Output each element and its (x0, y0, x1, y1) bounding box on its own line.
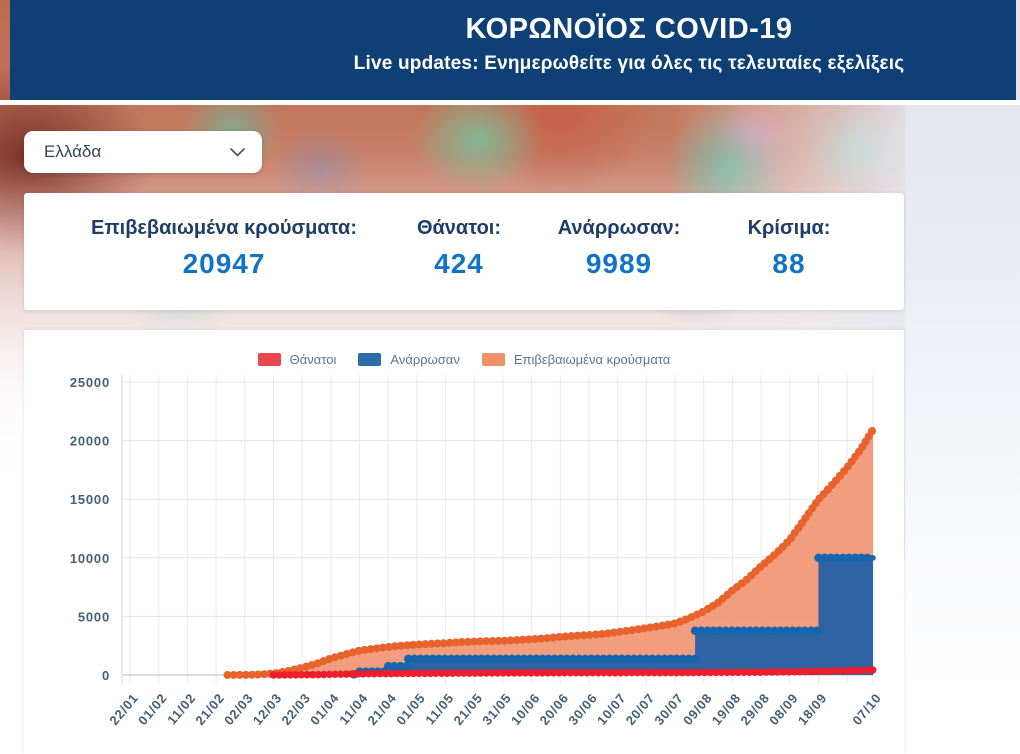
legend-item-recovered[interactable]: Ανάρρωσαν (358, 352, 460, 367)
svg-text:21/04: 21/04 (365, 690, 400, 728)
svg-text:0: 0 (102, 668, 110, 683)
svg-text:20/07: 20/07 (623, 690, 658, 728)
svg-text:30/07: 30/07 (651, 690, 686, 728)
svg-text:01/04: 01/04 (307, 690, 342, 728)
svg-text:11/04: 11/04 (336, 690, 371, 727)
stat-confirmed: Επιβεβαιωμένα κρούσματα: 20947 (64, 217, 384, 310)
stat-confirmed-label: Επιβεβαιωμένα κρούσματα: (90, 217, 357, 239)
svg-text:5000: 5000 (78, 609, 110, 624)
svg-text:20/06: 20/06 (537, 690, 572, 728)
cases-chart: 0 5000 10000 15000 20000 25000 22/01 01/02 11/02… (24, 330, 904, 754)
stat-recovered-value: 9989 (585, 248, 653, 279)
legend-swatch-confirmed (481, 353, 505, 366)
legend-label-confirmed: Επιβεβαιωμένα κρούσματα (513, 352, 671, 367)
stat-deaths-label: Θάνατοι: (416, 217, 502, 239)
svg-text:15000: 15000 (70, 492, 110, 507)
page-subtitle: Live updates: Ενημερωθείτε για όλες τις … (353, 53, 905, 74)
page-title: ΚΟΡΩΝΟΪΟΣ COVID-19 (465, 13, 793, 45)
svg-text:12/03: 12/03 (250, 690, 285, 728)
country-select[interactable]: Ελλάδα (24, 131, 262, 173)
svg-text:10/06: 10/06 (508, 690, 543, 728)
stat-critical-label: Κρίσιμα: (747, 217, 831, 239)
svg-text:01/05: 01/05 (393, 690, 428, 728)
cases-chart-svg: 0 5000 10000 15000 20000 25000 22/0101/0211/02… (70, 375, 884, 728)
stats-card: Επιβεβαιωμένα κρούσματα: 20947 Θάνατοι: … (24, 193, 904, 310)
svg-text:21/05: 21/05 (451, 690, 486, 728)
chart-legend: Θάνατοι Ανάρρωσαν Επιβεβαιωμένα κρούσματ… (24, 352, 904, 367)
chevron-down-icon (230, 147, 245, 157)
svg-text:19/08: 19/08 (709, 690, 744, 728)
svg-text:10/07: 10/07 (594, 690, 629, 728)
series-deaths (269, 666, 877, 679)
y-axis-labels: 0 5000 10000 15000 20000 25000 (70, 375, 110, 683)
legend-item-deaths[interactable]: Θάνατοι (257, 352, 337, 367)
x-axis-labels: 22/0101/0211/0221/0202/0312/0322/0301/04… (106, 690, 884, 728)
stat-deaths: Θάνατοι: 424 (394, 217, 524, 310)
svg-text:21/02: 21/02 (192, 690, 227, 728)
header-divider (0, 100, 1020, 105)
stat-critical-value: 88 (772, 248, 806, 279)
legend-label-deaths: Θάνατοι (289, 352, 337, 367)
svg-text:02/03: 02/03 (221, 690, 256, 728)
svg-text:08/09: 08/09 (766, 690, 801, 728)
svg-text:22/03: 22/03 (278, 690, 313, 728)
background-right-fade (903, 0, 1020, 754)
svg-text:22/01: 22/01 (106, 690, 141, 728)
svg-text:07/10: 07/10 (849, 690, 884, 728)
svg-text:11/05: 11/05 (422, 690, 457, 727)
legend-swatch-recovered (358, 353, 382, 366)
svg-text:20000: 20000 (70, 434, 110, 449)
stat-recovered: Ανάρρωσαν: 9989 (534, 217, 704, 310)
series-confirmed (223, 425, 877, 679)
svg-text:29/08: 29/08 (737, 690, 772, 728)
stat-confirmed-value: 20947 (182, 248, 266, 279)
svg-text:10000: 10000 (70, 551, 110, 566)
svg-text:31/05: 31/05 (479, 690, 514, 728)
header: ΚΟΡΩΝΟΪΟΣ COVID-19 Live updates: Ενημερω… (10, 0, 1016, 100)
country-select-value: Ελλάδα (44, 142, 102, 161)
svg-text:11/02: 11/02 (164, 690, 199, 727)
chart-panel: Θάνατοι Ανάρρωσαν Επιβεβαιωμένα κρούσματ… (24, 330, 904, 754)
svg-text:30/06: 30/06 (565, 690, 600, 728)
svg-text:25000: 25000 (70, 375, 110, 390)
svg-text:09/08: 09/08 (680, 690, 715, 728)
stat-deaths-value: 424 (434, 248, 484, 279)
legend-item-confirmed[interactable]: Επιβεβαιωμένα κρούσματα (481, 352, 671, 367)
stat-critical: Κρίσιμα: 88 (714, 217, 864, 310)
legend-swatch-deaths (257, 353, 281, 366)
svg-text:18/09: 18/09 (795, 690, 830, 728)
stat-recovered-label: Ανάρρωσαν: (557, 217, 681, 239)
svg-text:01/02: 01/02 (135, 690, 170, 728)
legend-label-recovered: Ανάρρωσαν (390, 352, 460, 367)
